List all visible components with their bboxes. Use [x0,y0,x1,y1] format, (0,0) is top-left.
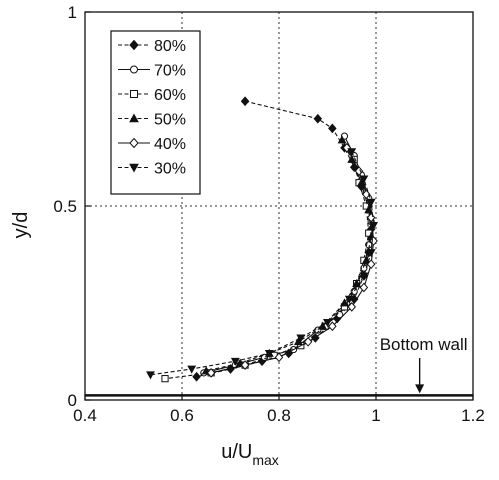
data-point [364,205,374,214]
legend-box [110,30,201,195]
data-point [274,352,284,363]
data-point [369,236,378,246]
series-layer [146,96,379,383]
data-point [240,96,250,107]
data-point [293,337,303,346]
data-point [206,367,216,378]
data-point [369,222,379,231]
legend-item: 30% [118,161,186,178]
data-point [362,189,371,200]
data-point [323,319,332,328]
series-line [210,147,375,374]
data-point [129,113,139,123]
data-point [366,259,376,270]
data-point [187,365,197,374]
data-point [347,148,357,157]
data-point [230,357,240,366]
legend-label: 50% [154,112,186,129]
legend-label: 60% [154,87,186,104]
data-point [365,229,373,237]
data-point [264,350,274,359]
data-point [146,371,155,380]
series [192,96,376,382]
legend-item: 50% [118,112,186,129]
data-point [328,321,337,332]
x-tick-label: 0.4 [73,406,97,425]
data-point [344,295,354,304]
legend-label: 80% [154,38,186,55]
bottom-wall-label: Bottom wall [380,335,468,354]
data-point [366,212,376,223]
data-point [359,282,369,293]
legend-item: 70% [118,63,186,80]
x-axis-label-main: u/U [221,441,252,463]
data-point [337,135,347,144]
series-line [203,135,372,374]
data-point [359,272,369,281]
data-point [354,166,364,176]
x-tick-label: 1 [371,406,380,425]
data-point [129,163,139,173]
data-point [129,137,139,149]
tick-layer: 0.4 0.6 0.8 1 1.2 0 0.5 1 [53,3,484,425]
x-axis-label-subscript: max [252,452,278,468]
data-point [296,334,306,343]
series-line [206,139,372,372]
x-tick-label: 1.2 [461,406,485,425]
x-tick-label: 0.6 [170,406,194,425]
annotation-layer: Bottom wall [380,335,468,394]
data-point [313,113,323,124]
data-point [130,90,138,98]
legend-label: 30% [154,161,186,178]
y-tick-label: 0 [68,391,77,410]
data-point [129,39,139,51]
y-tick-label: 0.5 [53,197,77,216]
data-point [347,302,357,312]
bottom-wall-arrow-head [415,384,425,394]
legend-item: 40% [118,136,186,153]
legend-item: 60% [118,87,186,104]
y-axis-label: y/d [10,212,32,239]
data-point [328,123,337,134]
legend-label: 40% [154,136,186,153]
x-tick-label: 0.8 [267,406,291,425]
y-tick-label: 1 [68,3,77,22]
data-point [192,371,201,382]
series [146,148,379,380]
data-point [130,65,138,74]
series [201,135,376,375]
data-point [342,142,352,153]
legend: 80% 70% 60% 50% 40% 30% [110,30,201,195]
data-point [366,249,376,258]
data-point [161,375,169,383]
x-axis-label: u/Umax [221,441,279,468]
data-point [240,360,250,370]
data-point [340,298,349,307]
data-point [303,336,313,347]
series [206,142,378,378]
series [200,132,375,377]
legend-label: 70% [154,63,186,80]
legend-item: 80% [118,38,186,55]
data-point [359,175,369,184]
data-point [366,198,376,207]
